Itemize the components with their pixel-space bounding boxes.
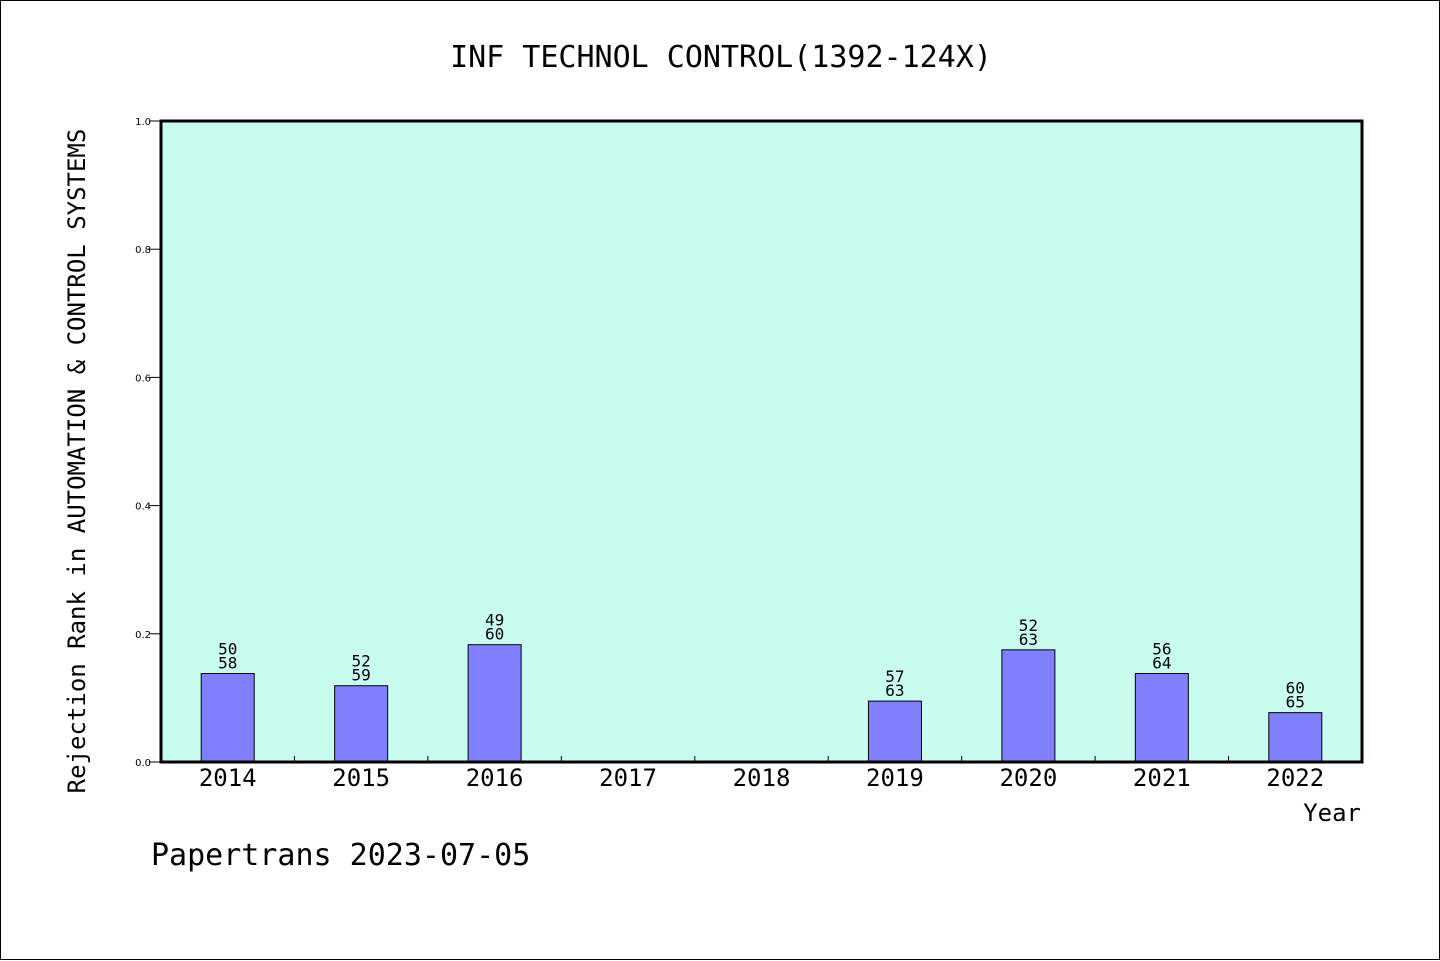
x-tick-label: 2022 bbox=[1266, 764, 1324, 792]
bar-data-label: 63 bbox=[885, 681, 904, 700]
bar-2021 bbox=[1134, 673, 1189, 763]
x-tick-label: 2016 bbox=[466, 764, 524, 792]
chart-title: INF TECHNOL CONTROL(1392-124X) bbox=[450, 40, 992, 75]
y-axis-ticks: 0.0 0.2 0.4 0.6 0.8 1.0 bbox=[135, 117, 161, 769]
x-tick-label: 2015 bbox=[332, 764, 390, 792]
x-tick-label: 2020 bbox=[999, 764, 1057, 792]
y-tick-label: 0.0 bbox=[135, 758, 151, 769]
bar-data-label: 52 bbox=[352, 652, 371, 671]
x-tick-label: 2017 bbox=[599, 764, 657, 792]
bar-data-label: 49 bbox=[485, 611, 504, 630]
y-tick-label: 0.4 bbox=[135, 502, 151, 513]
bar-2022 bbox=[1268, 712, 1323, 763]
bar-2015 bbox=[334, 685, 389, 763]
y-tick-label: 0.8 bbox=[135, 245, 151, 256]
bar-data-label: 58 bbox=[218, 654, 237, 673]
x-tick-label: 2018 bbox=[733, 764, 791, 792]
bar-data-label: 59 bbox=[352, 666, 371, 685]
x-axis-label: Year bbox=[1303, 799, 1361, 827]
bar-data-label: 57 bbox=[885, 667, 904, 686]
y-tick-label: 0.6 bbox=[135, 373, 151, 384]
x-tick-label: 2019 bbox=[866, 764, 924, 792]
bar-2014 bbox=[200, 673, 255, 763]
bar-data-label: 65 bbox=[1286, 693, 1305, 712]
y-tick-label: 1.0 bbox=[135, 117, 151, 128]
x-tick-label: 2021 bbox=[1133, 764, 1191, 792]
bar-data-label: 64 bbox=[1152, 654, 1171, 673]
bar-2019 bbox=[867, 700, 922, 763]
bar-2016 bbox=[467, 644, 522, 763]
bar-data-label: 63 bbox=[1019, 630, 1038, 649]
x-axis-ticks: 2014 2015 2016 2017 2018 2019 2020 2021 2022 bbox=[199, 756, 1324, 792]
bar-data-label: 60 bbox=[1286, 679, 1305, 698]
bar-data-label: 50 bbox=[218, 640, 237, 659]
bar-2020 bbox=[1001, 649, 1056, 763]
plot-area bbox=[161, 121, 1362, 762]
bar-data-label: 56 bbox=[1152, 640, 1171, 659]
bar-data-label: 52 bbox=[1019, 616, 1038, 635]
plot-border bbox=[159, 119, 1364, 764]
y-axis-label: Rejection Rank in AUTOMATION & CONTROL S… bbox=[63, 129, 91, 794]
x-tick-label: 2014 bbox=[199, 764, 257, 792]
bar-data-label: 60 bbox=[485, 625, 504, 644]
y-tick-label: 0.2 bbox=[135, 630, 151, 641]
footer-date-stamp: Papertrans 2023-07-05 bbox=[151, 838, 530, 873]
